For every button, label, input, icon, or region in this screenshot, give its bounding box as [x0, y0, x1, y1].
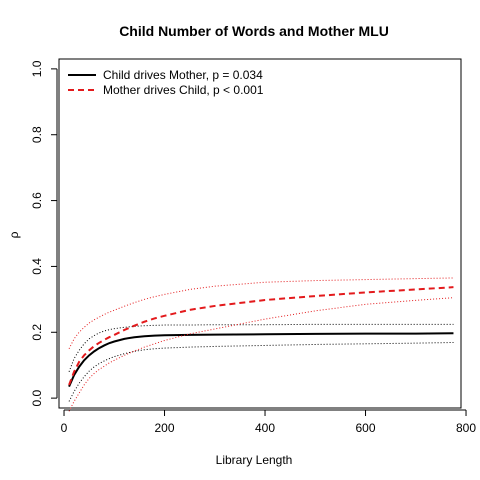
series-mother-drives-child-upper-bound	[68, 277, 454, 349]
y-tick-label-1: 0.2	[30, 324, 44, 341]
x-tick-label-0: 0	[61, 421, 68, 435]
x-axis-label: Library Length	[216, 453, 293, 467]
series-mother-drives-child-line	[68, 286, 454, 386]
y-tick-label-2: 0.4	[30, 258, 44, 275]
y-axis-label: ρ	[7, 231, 21, 238]
series-child-drives-mother-lower-bound	[68, 341, 454, 402]
series-child-drives-mother-upper-bound	[68, 323, 454, 372]
axes-layer: 0 200 400 600 800 0.0 0.2 0.4 0.6 0.8 1.0	[30, 60, 476, 435]
plot-layer	[68, 277, 454, 412]
legend-label-child-drives-mother: Child drives Mother, p = 0.034	[103, 68, 263, 82]
x-tick-label-800: 800	[456, 421, 476, 435]
x-tick-label-600: 600	[356, 421, 376, 435]
legend-label-mother-drives-child: Mother drives Child, p < 0.001	[103, 83, 264, 97]
series-child-drives-mother-line	[68, 332, 454, 388]
chart-title: Child Number of Words and Mother MLU	[119, 23, 389, 39]
y-tick-label-0: 0.0	[30, 389, 44, 406]
y-tick-label-4: 0.8	[30, 126, 44, 143]
plot-frame	[58, 58, 462, 409]
legend: Child drives Mother, p = 0.034 Mother dr…	[68, 68, 264, 97]
x-tick-label-200: 200	[155, 421, 175, 435]
y-tick-label-3: 0.6	[30, 192, 44, 209]
x-tick-label-400: 400	[255, 421, 275, 435]
series-mother-drives-child-lower-bound	[68, 297, 454, 412]
y-tick-label-5: 1.0	[30, 60, 44, 77]
